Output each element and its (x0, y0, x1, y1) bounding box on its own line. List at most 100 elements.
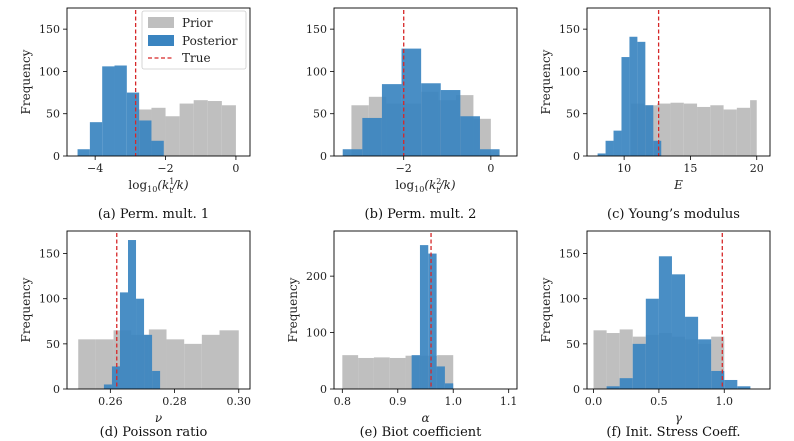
axes-frame (66, 230, 251, 390)
y-tick-label: 100 (39, 293, 60, 306)
prior-bar (342, 355, 359, 389)
x-tick-label: 0.0 (585, 395, 603, 408)
posterior-bar (421, 83, 441, 156)
axes-frame (586, 7, 771, 157)
prior-bar (723, 109, 737, 156)
panel-caption: (e) Biot coefficient (360, 425, 483, 440)
x-tick-label: −2 (157, 162, 173, 175)
y-tick-label: 50 (313, 108, 327, 121)
posterior-bar (440, 90, 461, 156)
posterior-bar (597, 153, 606, 156)
x-tick-label: 1.1 (500, 395, 518, 408)
posterior-bar (103, 384, 112, 389)
y-tick-label: 50 (566, 338, 580, 351)
posterior-bar (698, 339, 712, 389)
y-tick-label: 150 (39, 23, 60, 36)
x-axis-label: ν (155, 411, 162, 425)
posterior-bar (362, 117, 382, 156)
legend-prior-swatch (148, 17, 174, 28)
y-axis-label: Frequency (539, 49, 553, 114)
posterior-bar (460, 116, 480, 156)
posterior-bar (724, 379, 738, 389)
y-axis-label: Frequency (539, 277, 553, 342)
prior-bar (179, 103, 194, 156)
y-tick-label: 0 (53, 383, 60, 396)
legend-posterior-label: Posterior (182, 34, 238, 48)
y-tick-label: 150 (306, 23, 327, 36)
x-tick-label: 0.30 (227, 395, 252, 408)
y-tick-label: 100 (306, 327, 327, 340)
prior-bar (184, 343, 202, 389)
prior-bar (95, 339, 114, 389)
x-axis-label: E (673, 178, 683, 192)
y-tick-label: 100 (559, 293, 580, 306)
posterior-bar (102, 66, 115, 156)
posterior-bar (89, 122, 103, 156)
posterior-bar (629, 36, 638, 156)
posterior-bar (342, 149, 363, 156)
x-tick-label: 1.0 (444, 395, 462, 408)
y-tick-label: 0 (573, 383, 580, 396)
posterior-bar (605, 140, 614, 156)
bars-group (597, 36, 757, 156)
posterior-bar (436, 366, 445, 389)
y-tick-label: 0 (320, 150, 327, 163)
x-tick-label: 0.26 (98, 395, 123, 408)
x-tick-label: 20 (750, 162, 764, 175)
y-tick-label: 200 (306, 270, 327, 283)
prior-bar (358, 357, 374, 389)
panel-caption: (c) Young’s modulus (607, 207, 740, 222)
chart-panel-1: −4 −2 0 0 50 100 150 Frequency log10(k1 t/k) (a) P… (19, 7, 251, 222)
posterior-bar (658, 256, 672, 389)
posterior-bar (685, 316, 699, 389)
x-tick-label: 1.0 (716, 395, 734, 408)
y-tick-label: 0 (573, 150, 580, 163)
posterior-bar (411, 355, 420, 389)
prior-bar (710, 105, 724, 156)
posterior-bar (645, 105, 654, 156)
prior-bar (683, 103, 698, 156)
posterior-bar (645, 298, 659, 389)
chart-panel-3: 10 15 20 0 50 100 150 Frequency E (c) Young’s mod… (539, 7, 771, 222)
x-axis-label: γ (675, 411, 683, 425)
posterior-bar (401, 48, 422, 156)
bars-group (342, 48, 500, 156)
x-tick-label: 0.9 (389, 395, 407, 408)
y-tick-label: 150 (39, 248, 60, 261)
x-tick-label: 0 (232, 162, 239, 175)
y-tick-label: 0 (320, 383, 327, 396)
prior-bar (166, 339, 185, 389)
chart-panel-2: −2 0 0 50 100 150 log10(k2 t/k) (b) Perm. mult. … (306, 7, 518, 222)
x-axis-label: log10(k2 t/k) (395, 177, 456, 195)
bars-group (77, 65, 236, 156)
prior-bar (201, 334, 220, 389)
prior-bar (193, 100, 208, 156)
y-axis-label: Frequency (19, 49, 33, 114)
posterior-bar (479, 149, 500, 156)
x-axis-label: log10(k1 t/k) (128, 177, 189, 195)
y-tick-label: 150 (559, 23, 580, 36)
x-tick-label: 0.8 (334, 395, 352, 408)
posterior-bar (606, 386, 620, 389)
x-tick-label: 10 (617, 162, 631, 175)
posterior-bar (77, 149, 90, 156)
legend-prior-label: Prior (182, 16, 213, 30)
posterior-bar (151, 140, 164, 156)
posterior-bar (152, 370, 161, 389)
panel-caption: (d) Poisson ratio (100, 425, 208, 440)
prior-bar (219, 330, 239, 389)
prior-bar (736, 107, 751, 156)
posterior-bar (119, 292, 128, 389)
chart-panel-4: 0.26 0.28 0.30 0 50 100 150 Frequency ν(d) Poiss… (19, 230, 252, 440)
posterior-bar (126, 92, 140, 156)
posterior-bar (711, 370, 725, 389)
panel-caption: (f) Init. Stress Coeff. (606, 425, 740, 440)
axes-frame (66, 7, 251, 157)
prior-bar (750, 100, 757, 156)
prior-bar (389, 357, 406, 389)
posterior-bar (621, 57, 630, 156)
posterior-bar (419, 245, 429, 389)
posterior-bar (114, 65, 127, 156)
y-axis-label: Frequency (19, 277, 33, 342)
